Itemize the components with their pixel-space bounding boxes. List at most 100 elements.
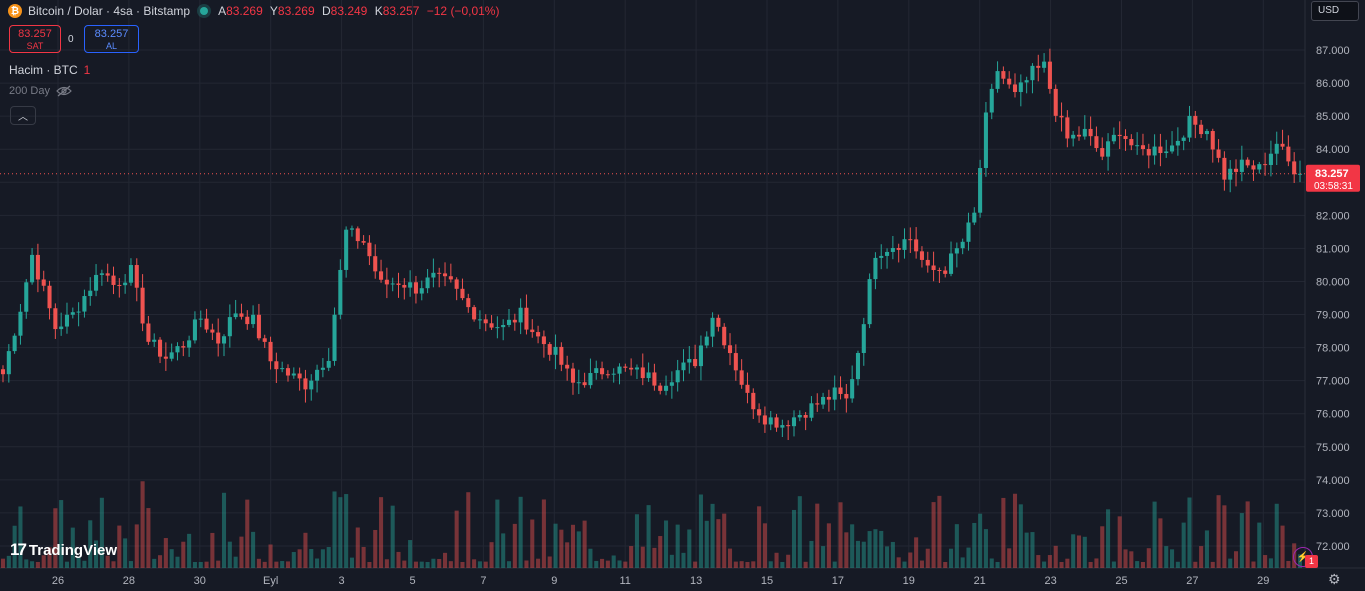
- volume-bar: [1117, 516, 1122, 568]
- candle-body: [1100, 148, 1105, 157]
- volume-bar: [826, 523, 831, 568]
- candle-body: [1286, 146, 1291, 162]
- candle-body: [70, 312, 75, 315]
- sell-button[interactable]: 83.257 SAT: [9, 25, 61, 53]
- volume-bar: [216, 560, 221, 568]
- volume-bar: [600, 558, 605, 568]
- candle-body: [919, 251, 924, 260]
- candle-body: [221, 336, 227, 344]
- volume-bar: [844, 532, 849, 568]
- volume-bar: [698, 494, 703, 568]
- candle-body: [1199, 124, 1204, 135]
- buy-price: 83.257: [94, 28, 129, 40]
- collapse-legend-button[interactable]: ︿: [10, 106, 36, 125]
- candle-body: [652, 372, 657, 386]
- candle-body: [332, 314, 337, 361]
- gear-icon[interactable]: ⚙: [1328, 571, 1341, 587]
- candle-body: [181, 346, 186, 348]
- volume-bar: [745, 561, 750, 568]
- candle-body: [914, 239, 919, 252]
- candle-body: [780, 425, 785, 428]
- currency-select[interactable]: USD: [1311, 1, 1359, 21]
- volume-bar: [1199, 546, 1204, 568]
- y-axis-tick-label: 78.000: [1316, 343, 1350, 355]
- candle-body: [128, 265, 133, 283]
- candle-body: [344, 229, 349, 270]
- y-axis-tick-label: 86.000: [1316, 78, 1350, 90]
- volume-bar: [320, 549, 325, 568]
- volume-bar: [611, 555, 616, 568]
- buy-label: AL: [105, 41, 117, 51]
- volume-bar: [1059, 561, 1064, 568]
- ma-indicator-legend[interactable]: 200 Day: [9, 85, 72, 97]
- volume-bar: [1042, 561, 1047, 568]
- candle-body: [844, 393, 849, 399]
- volume-bar: [448, 561, 453, 568]
- volume-bar: [24, 559, 29, 568]
- volume-bar: [861, 541, 866, 568]
- volume-bar: [442, 552, 448, 568]
- candle-body: [821, 396, 826, 405]
- candle-body: [745, 384, 750, 393]
- candle-body: [1280, 143, 1285, 147]
- candle-body: [1239, 159, 1244, 172]
- volume-bar: [762, 523, 767, 568]
- candle-body: [1018, 82, 1023, 93]
- candle-body: [82, 296, 87, 312]
- candle-body: [495, 327, 500, 329]
- volume-bar: [413, 561, 418, 568]
- volume-bar: [12, 525, 17, 568]
- volume-bar: [925, 548, 930, 568]
- volume-bar: [262, 561, 267, 568]
- volume-bar: [821, 546, 826, 568]
- x-axis-tick-label: 28: [123, 575, 135, 587]
- volume-bar: [99, 497, 104, 568]
- volume-bar: [919, 560, 924, 568]
- volume-bar: [664, 520, 669, 568]
- volume-bar: [739, 561, 744, 568]
- candle-body: [233, 313, 238, 318]
- volume-bar: [640, 546, 645, 568]
- volume-bar: [239, 536, 244, 568]
- candle-body: [698, 345, 703, 367]
- volume-bar: [245, 499, 250, 568]
- volume-bar: [983, 529, 988, 568]
- volume-bar: [70, 527, 75, 568]
- volume-indicator-legend[interactable]: Hacim · BTC 1: [9, 63, 90, 77]
- volume-bar: [1001, 497, 1006, 568]
- volume-bar: [687, 529, 692, 568]
- volume-bar: [163, 538, 168, 568]
- symbol-header[interactable]: ₿ Bitcoin / Dolar · 4sa · Bitstamp A83.2…: [8, 3, 503, 19]
- candle-body: [1135, 145, 1140, 147]
- volume-bar: [570, 524, 576, 568]
- candle-body: [1129, 139, 1134, 146]
- volume-bar: [658, 536, 663, 568]
- candle-body: [704, 336, 709, 346]
- candle-body: [664, 385, 669, 391]
- volume-bar: [326, 547, 331, 568]
- volume-bar: [885, 546, 890, 568]
- symbol-title[interactable]: Bitcoin / Dolar · 4sa · Bitstamp: [28, 4, 191, 18]
- candle-body: [576, 382, 581, 384]
- volume-bar: [477, 561, 482, 568]
- volume-bar: [204, 561, 209, 568]
- volume-bar: [879, 530, 884, 568]
- buy-button[interactable]: 83.257 AL: [84, 25, 139, 53]
- candle-body: [41, 279, 46, 286]
- volume-bar: [76, 557, 81, 568]
- candle-body: [268, 341, 273, 362]
- candle-body: [751, 392, 756, 410]
- volume-bar: [187, 533, 192, 568]
- volume-bar: [251, 531, 256, 568]
- candle-body: [739, 370, 744, 385]
- y-axis-tick-label: 81.000: [1316, 243, 1350, 255]
- candle-body: [1257, 164, 1262, 170]
- candle-body: [861, 324, 866, 353]
- candle-body: [373, 256, 378, 272]
- volume-bar: [88, 520, 93, 568]
- low-value: 83.249: [330, 4, 368, 18]
- candle-body: [605, 374, 610, 376]
- eye-hidden-icon[interactable]: [56, 85, 72, 97]
- bitcoin-icon: ₿: [8, 4, 22, 18]
